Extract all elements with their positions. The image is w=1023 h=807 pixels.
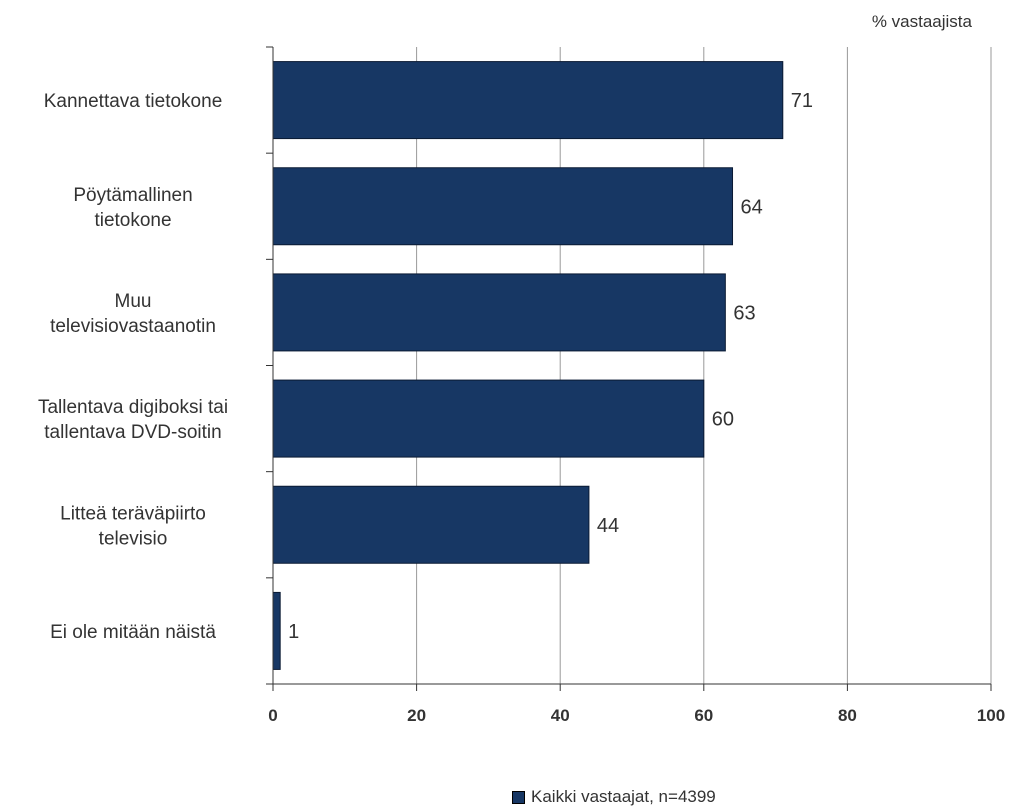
- category-label-line: tallentava DVD-soitin: [44, 422, 221, 443]
- x-tick-label: 40: [551, 706, 570, 725]
- bar: [272, 591, 281, 670]
- category-label: Tallentava digiboksi tai tallentava DVD-s…: [38, 397, 228, 443]
- category-label: Muu televisiovastaanotin: [50, 291, 216, 337]
- category-label: Pöytämallinen tietokone: [73, 185, 192, 231]
- category-label-line: Tallentava digiboksi tai: [38, 397, 228, 418]
- category-label-line: tietokone: [94, 210, 171, 231]
- bars: [272, 61, 784, 670]
- category-label: Kannettava tietokone: [44, 91, 223, 112]
- category-label: Ei ole mitään näistä: [50, 622, 216, 643]
- bar: [272, 485, 590, 564]
- grid-lines: [416, 47, 992, 684]
- data-label: 60: [712, 409, 734, 431]
- data-label: 44: [597, 515, 619, 537]
- x-tick-label: 0: [268, 706, 277, 725]
- data-label: 63: [733, 302, 755, 324]
- category-label-line: Ei ole mitään näistä: [50, 622, 216, 643]
- axes: 0 20 40 60 80 100: [266, 46, 1005, 725]
- x-tick-label: 80: [838, 706, 857, 725]
- bar: [272, 379, 705, 458]
- legend: Kaikki vastaajat, n=4399: [512, 787, 716, 807]
- x-tick-label: 60: [694, 706, 713, 725]
- category-label-line: Pöytämallinen: [73, 185, 192, 206]
- category-label: Litteä teräväpiirto televisio: [60, 503, 206, 549]
- category-label-line: Kannettava tietokone: [44, 91, 223, 112]
- category-label-line: Litteä teräväpiirto: [60, 503, 206, 524]
- legend-swatch: [512, 790, 525, 804]
- data-label: 64: [741, 196, 763, 218]
- bar: [272, 273, 726, 352]
- unit-label: % vastaajista: [871, 12, 972, 31]
- bar: [272, 167, 734, 246]
- data-label: 71: [791, 90, 813, 112]
- category-label-line: televisiovastaanotin: [50, 316, 216, 337]
- x-tick-label: 100: [977, 706, 1005, 725]
- data-label: 1: [288, 621, 299, 643]
- legend-label: Kaikki vastaajat, n=4399: [531, 787, 716, 806]
- bar: [272, 61, 784, 140]
- category-label-line: Muu: [115, 291, 152, 312]
- labels: 71 Kannettava tietokone 64 Pöytämallinen tie…: [38, 90, 813, 643]
- x-tick-label: 20: [407, 706, 426, 725]
- category-label-line: televisio: [99, 528, 168, 549]
